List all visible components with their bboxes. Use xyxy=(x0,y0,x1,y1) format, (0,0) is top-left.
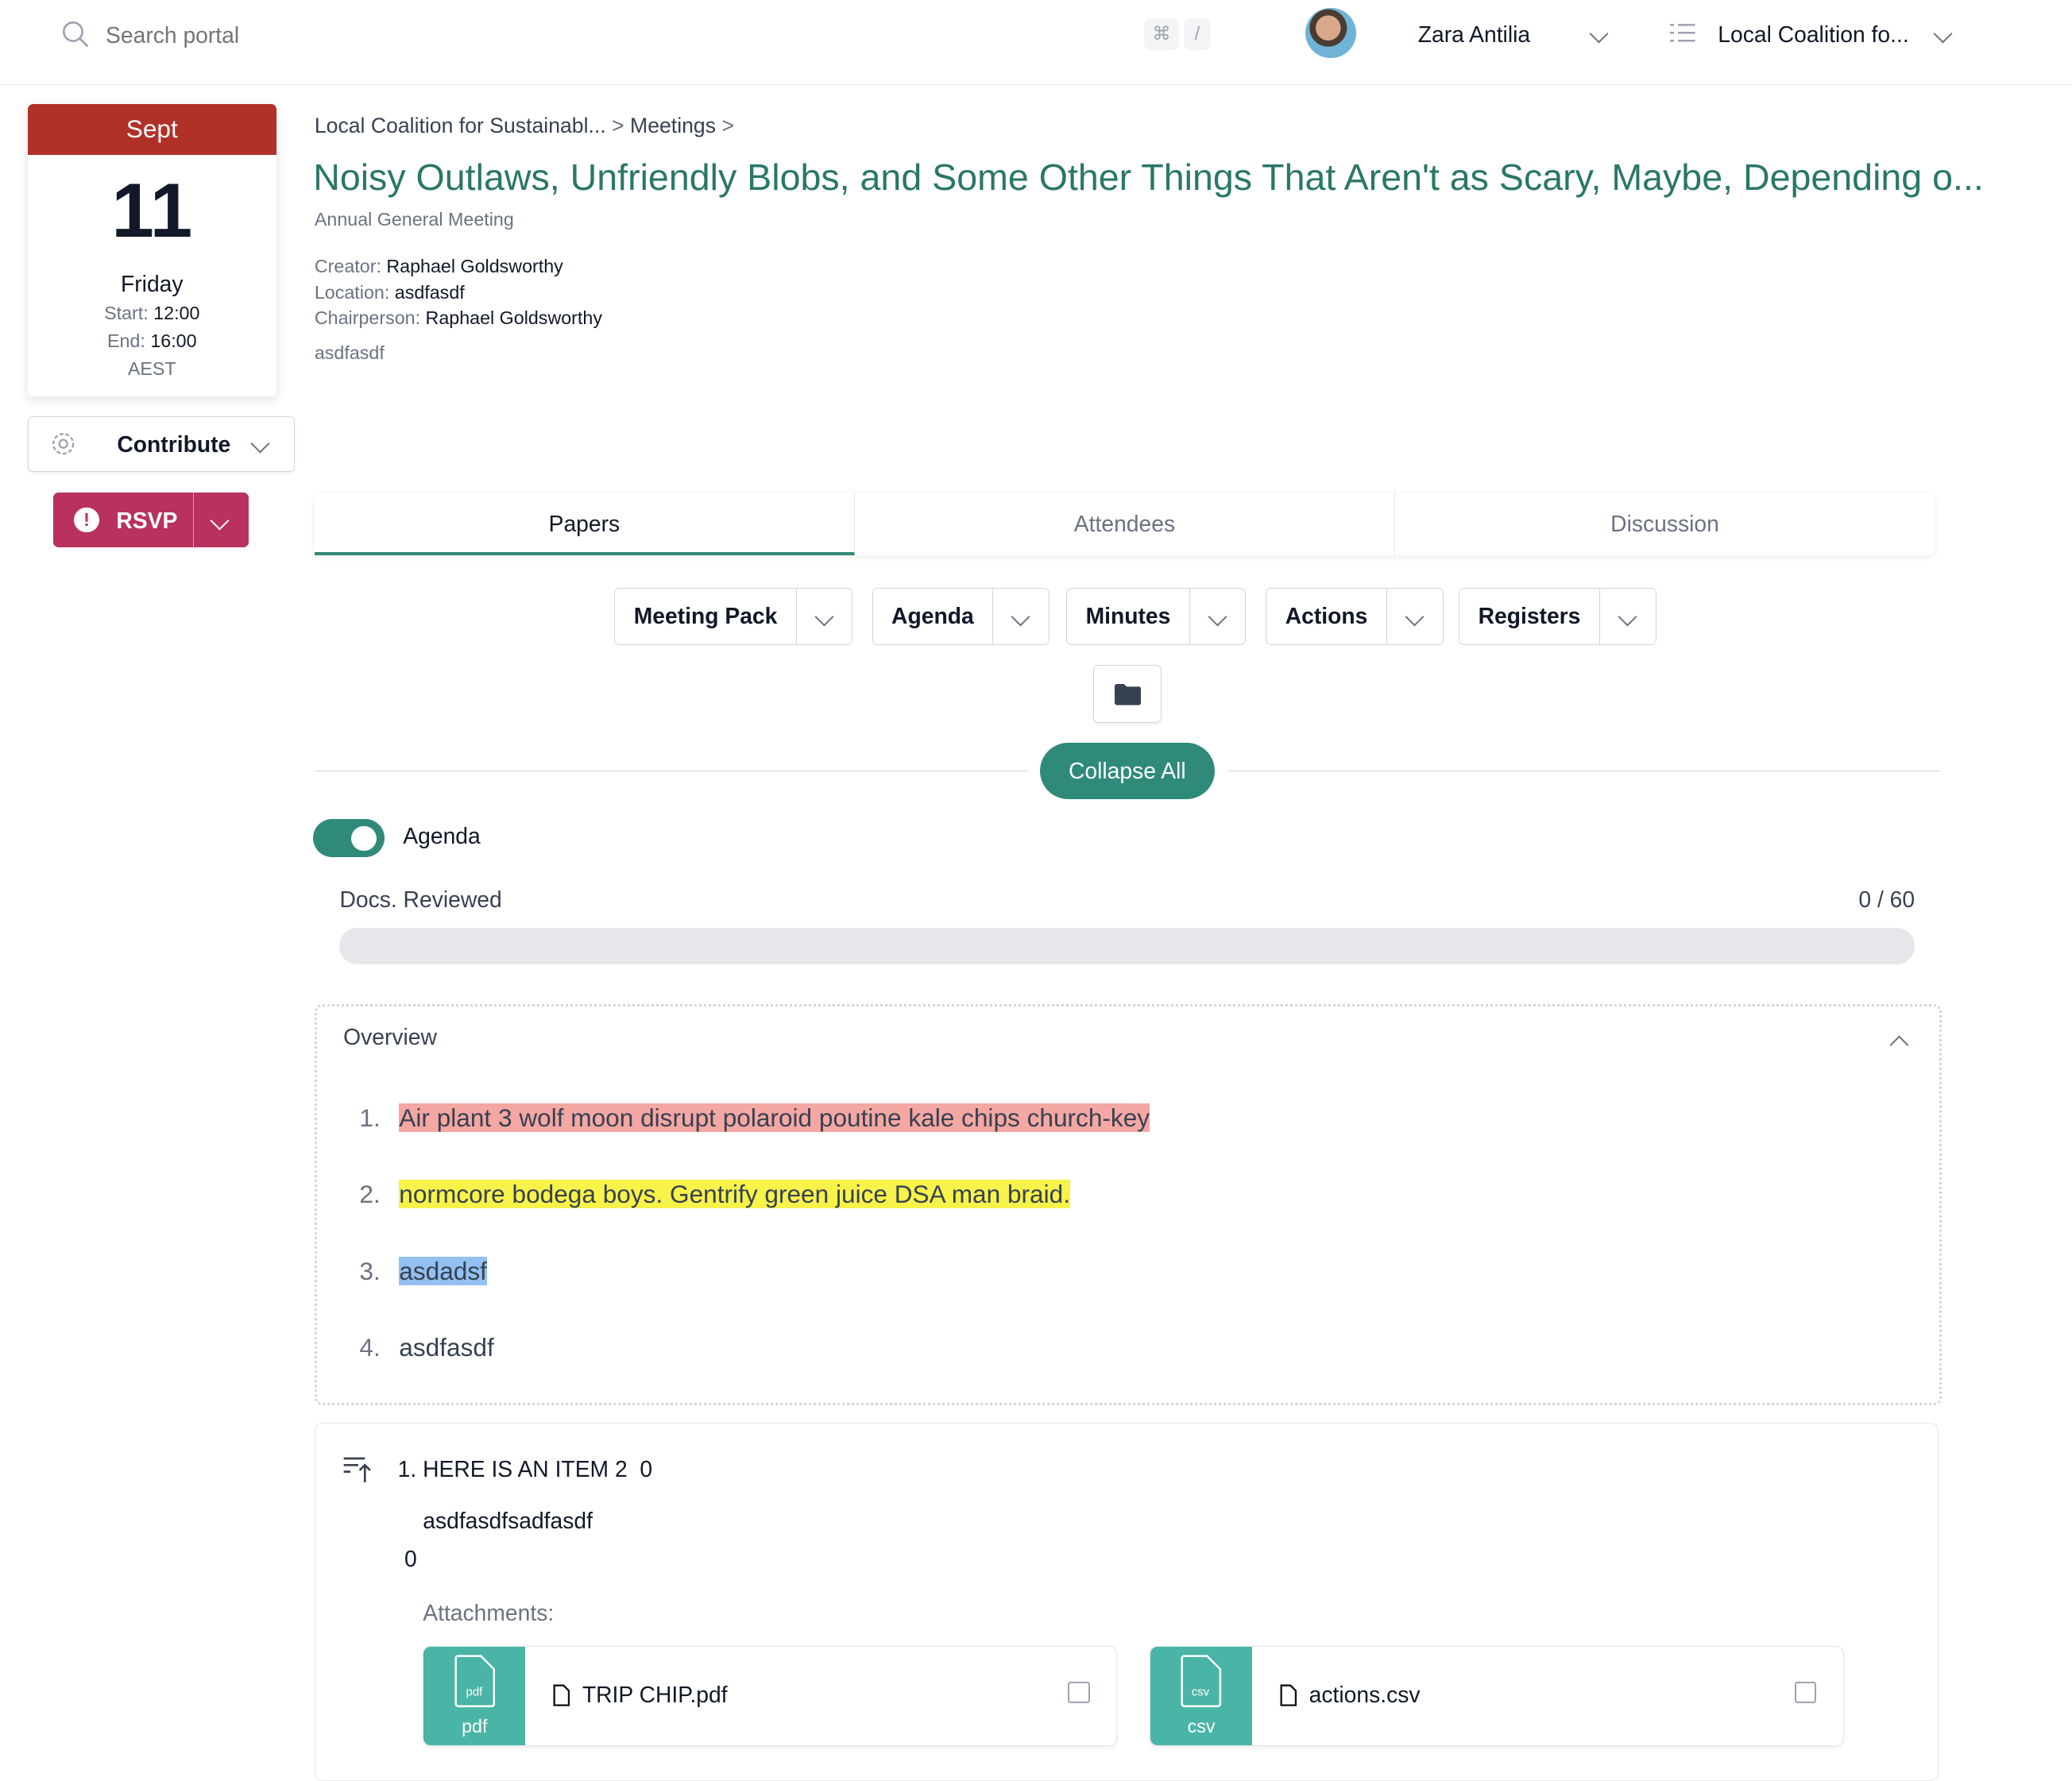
agenda-item-value: 0 xyxy=(404,1546,417,1572)
chevron-down-icon[interactable] xyxy=(1600,589,1656,644)
overview-item: 3. asdadsf xyxy=(359,1256,487,1285)
list-icon xyxy=(1670,22,1696,49)
shortcut-key: ⌘ xyxy=(1144,18,1179,51)
avatar[interactable] xyxy=(1305,7,1356,59)
overview-item: 1. Air plant 3 wolf moon disrupt polaroid… xyxy=(359,1103,1150,1132)
start-time: 12:00 xyxy=(153,302,200,323)
rsvp-dropdown[interactable] xyxy=(210,508,230,533)
sort-icon[interactable] xyxy=(342,1455,372,1489)
overview-panel: Overview xyxy=(314,1004,1942,1406)
folder-icon xyxy=(1115,683,1142,711)
chevron-down-icon[interactable] xyxy=(1589,21,1609,46)
folder-button[interactable] xyxy=(1092,664,1162,724)
file-type-label: pdf xyxy=(462,1715,488,1737)
overview-item-text: normcore bodega boys. Gentrify green jui… xyxy=(399,1180,1070,1209)
gear-icon xyxy=(50,431,76,462)
agenda-item-description: asdfasdfsadfasdf xyxy=(423,1507,593,1533)
location: asdfasdf xyxy=(394,281,465,303)
meeting-type: Annual General Meeting xyxy=(314,208,514,230)
meeting-description: asdfasdf xyxy=(314,342,385,363)
overview-item-text: asdfasdf xyxy=(399,1333,494,1362)
svg-text:pdf: pdf xyxy=(466,1686,483,1699)
rsvp-label: RSVP xyxy=(116,507,178,533)
overview-title: Overview xyxy=(343,1023,437,1049)
document-icon xyxy=(553,1684,570,1712)
chevron-down-icon[interactable] xyxy=(1190,589,1246,644)
end-label: End: xyxy=(106,330,145,351)
chevron-down-icon[interactable] xyxy=(1933,21,1953,46)
registers-button[interactable]: Registers xyxy=(1459,588,1656,645)
attachment-pdf[interactable]: pdf pdf TRIP CHIP.pdf xyxy=(423,1646,1117,1746)
start-label: Start: xyxy=(104,302,149,323)
agenda-toggle[interactable] xyxy=(313,819,385,858)
minutes-button[interactable]: Minutes xyxy=(1066,588,1247,645)
attachment-name[interactable]: actions.csv xyxy=(1309,1681,1421,1707)
attachments-label: Attachments: xyxy=(423,1600,555,1626)
chevron-down-icon[interactable] xyxy=(993,589,1049,644)
svg-text:csv: csv xyxy=(1192,1686,1210,1699)
tab-discussion[interactable]: Discussion xyxy=(1610,511,1719,537)
meeting-pack-button[interactable]: Meeting Pack xyxy=(614,588,853,645)
tab-papers[interactable]: Papers xyxy=(314,493,855,555)
contribute-label: Contribute xyxy=(117,431,231,458)
search-icon xyxy=(61,20,91,55)
agenda-item-title: 1. HERE IS AN ITEM 2 0 xyxy=(397,1455,653,1482)
actions-button[interactable]: Actions xyxy=(1266,588,1444,645)
calendar-month: Sept xyxy=(27,104,276,155)
calendar-day: 11 xyxy=(111,168,193,253)
progress-count: 0 / 60 xyxy=(1858,887,1915,913)
meeting-details: Creator: Raphael Goldsworthy Location: a… xyxy=(314,256,602,329)
alert-icon: ! xyxy=(74,507,99,533)
chevron-down-icon xyxy=(250,431,270,456)
agenda-item-count: 0 xyxy=(640,1455,653,1482)
rsvp-button[interactable]: ! RSVP xyxy=(52,493,249,547)
date-card: Sept 11 Friday Start: 12:00 End: 16:00 A… xyxy=(27,104,276,396)
creator: Raphael Goldsworthy xyxy=(386,256,563,277)
breadcrumb: Local Coalition for Sustainabl... > Meet… xyxy=(314,114,734,138)
file-type-label: csv xyxy=(1187,1715,1216,1737)
chevron-up-icon[interactable] xyxy=(1888,1033,1908,1057)
shortcut-key: / xyxy=(1184,18,1211,51)
collapse-all-button[interactable]: Collapse All xyxy=(1040,742,1215,800)
external-link-icon[interactable] xyxy=(1795,1681,1817,1703)
timezone: AEST xyxy=(127,358,176,380)
chevron-down-icon[interactable] xyxy=(797,589,852,644)
breadcrumb-meetings[interactable]: Meetings xyxy=(630,114,717,138)
overview-item: 2. normcore bodega boys. Gentrify green j… xyxy=(359,1180,1070,1209)
progress-bar xyxy=(339,927,1915,965)
tab-bar: Papers Attendees Discussion xyxy=(314,493,1935,555)
external-link-icon[interactable] xyxy=(1068,1681,1090,1703)
top-bar: ⌘ / Zara Antilia Local Coalition fo... xyxy=(0,0,2072,86)
attachment-name[interactable]: TRIP CHIP.pdf xyxy=(582,1681,728,1707)
page-title: Noisy Outlaws, Unfriendly Blobs, and Som… xyxy=(313,156,1984,199)
breadcrumb-org[interactable]: Local Coalition for Sustainabl... xyxy=(314,114,606,138)
agenda-toggle-label: Agenda xyxy=(403,823,481,849)
chairperson: Raphael Goldsworthy xyxy=(425,307,602,329)
overview-item-text: Air plant 3 wolf moon disrupt polaroid p… xyxy=(399,1103,1150,1132)
org-switcher[interactable]: Local Coalition fo... xyxy=(1718,21,1909,47)
end-time: 16:00 xyxy=(150,330,197,351)
agenda-button[interactable]: Agenda xyxy=(872,588,1050,645)
overview-item: 4. asdfasdf xyxy=(359,1333,494,1362)
chevron-down-icon[interactable] xyxy=(1387,589,1443,644)
search-input[interactable] xyxy=(102,15,505,56)
progress-label: Docs. Reviewed xyxy=(339,887,502,913)
calendar-weekday: Friday xyxy=(121,270,184,296)
tab-attendees[interactable]: Attendees xyxy=(855,493,1395,555)
attachment-csv[interactable]: csv csv actions.csv xyxy=(1150,1646,1844,1746)
user-name[interactable]: Zara Antilia xyxy=(1417,21,1531,47)
contribute-button[interactable]: Contribute xyxy=(27,415,296,473)
document-icon xyxy=(1280,1684,1297,1712)
overview-item-text: asdadsf xyxy=(399,1256,487,1285)
